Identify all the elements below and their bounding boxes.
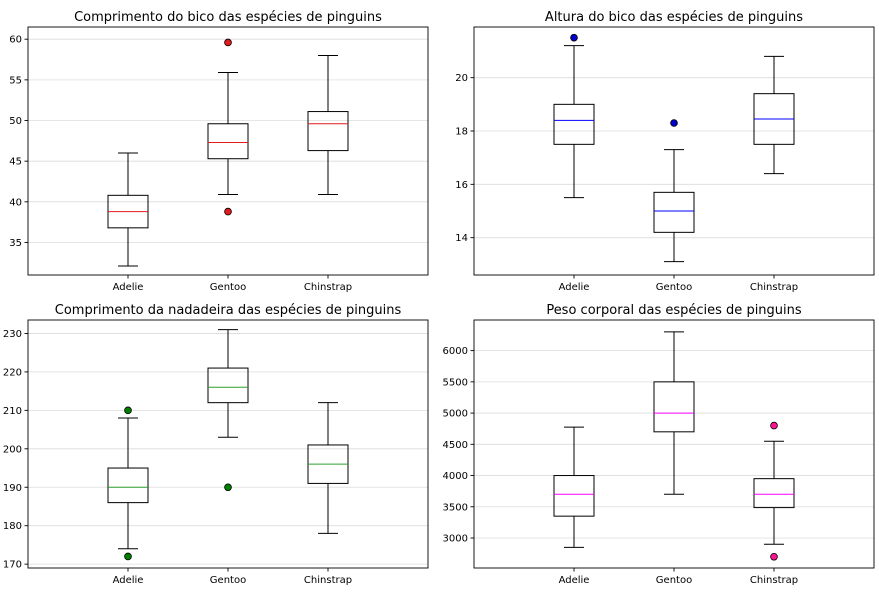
x-tick-label: Gentoo	[210, 575, 246, 586]
axes-frame	[473, 26, 875, 276]
axes-frame	[27, 319, 429, 569]
box-body	[207, 123, 249, 160]
y-tick-label: 45	[9, 157, 22, 168]
outlier-point	[224, 38, 232, 47]
y-tick-label: 5500	[443, 377, 468, 388]
x-tick-label: Adelie	[559, 575, 590, 586]
chart-title: Peso corporal das espécies de pinguins	[546, 303, 802, 318]
y-tick-label: 55	[9, 75, 22, 86]
x-tick-label: Gentoo	[656, 575, 692, 586]
box-body	[553, 103, 595, 145]
box-chinstrap	[753, 421, 795, 561]
x-tick-label: Adelie	[113, 575, 144, 586]
axes-frame	[473, 319, 875, 569]
box-body	[653, 191, 695, 233]
outlier-point	[770, 421, 778, 430]
outlier-point	[224, 207, 232, 216]
y-tick-label: 3500	[443, 502, 468, 513]
chart-panel-4: Peso corporal das espécies de pinguins 30…	[443, 303, 875, 586]
x-tick-label: Chinstrap	[750, 575, 798, 586]
y-tick-label: 4500	[443, 440, 468, 451]
box-body	[553, 475, 595, 517]
x-tick-label: Chinstrap	[750, 282, 798, 293]
outlier-point	[770, 552, 778, 561]
y-tick-label: 210	[3, 406, 22, 417]
outlier-point	[570, 33, 578, 42]
y-tick-label: 200	[3, 444, 22, 455]
outlier-point	[670, 119, 678, 127]
chart-panel-3: Comprimento da nadadeira das espécies de…	[3, 303, 429, 586]
box-adelie	[107, 152, 149, 267]
y-tick-label: 4000	[443, 471, 468, 482]
box-body	[207, 367, 249, 404]
y-tick-label: 190	[3, 483, 22, 494]
y-tick-label: 50	[9, 116, 22, 127]
y-tick-label: 60	[9, 35, 22, 46]
box-gentoo	[207, 38, 249, 216]
y-tick-label: 170	[3, 560, 22, 571]
x-tick-label: Chinstrap	[304, 575, 352, 586]
box-gentoo	[207, 329, 249, 492]
box-body	[307, 111, 349, 152]
box-chinstrap	[307, 402, 349, 534]
y-tick-label: 18	[455, 127, 468, 138]
box-adelie	[107, 406, 149, 561]
y-tick-label: 6000	[443, 346, 468, 357]
y-tick-label: 16	[455, 180, 468, 191]
x-tick-label: Chinstrap	[304, 282, 352, 293]
y-tick-label: 230	[3, 329, 22, 340]
y-tick-label: 3000	[443, 534, 468, 545]
x-tick-label: Adelie	[559, 282, 590, 293]
box-body	[653, 381, 695, 433]
box-body	[753, 478, 795, 509]
x-tick-label: Adelie	[113, 282, 144, 293]
outlier-point	[124, 406, 132, 415]
x-tick-label: Gentoo	[210, 282, 246, 293]
box-adelie	[553, 426, 595, 548]
y-tick-label: 40	[9, 197, 22, 208]
chart-title: Altura do bico das espécies de pinguins	[545, 10, 803, 25]
y-tick-label: 5000	[443, 409, 468, 420]
y-tick-label: 20	[455, 73, 468, 84]
y-tick-label: 35	[9, 238, 22, 249]
chart-title: Comprimento da nadadeira das espécies de…	[55, 303, 402, 318]
box-gentoo	[653, 119, 695, 263]
outlier-point	[124, 552, 132, 561]
chart-panel-1: Comprimento do bico das espécies de ping…	[9, 10, 429, 293]
x-tick-label: Gentoo	[656, 282, 692, 293]
box-body	[107, 467, 149, 504]
y-tick-label: 180	[3, 521, 22, 532]
y-tick-label: 14	[455, 233, 468, 244]
outlier-point	[224, 483, 232, 492]
y-tick-label: 220	[3, 367, 22, 378]
box-chinstrap	[307, 54, 349, 196]
box-chinstrap	[753, 55, 795, 175]
chart-panel-2: Altura do bico das espécies de pinguins 1…	[455, 10, 875, 293]
chart-title: Comprimento do bico das espécies de ping…	[74, 10, 382, 25]
box-gentoo	[653, 331, 695, 495]
box-adelie	[553, 33, 595, 199]
axes-frame	[27, 26, 429, 276]
